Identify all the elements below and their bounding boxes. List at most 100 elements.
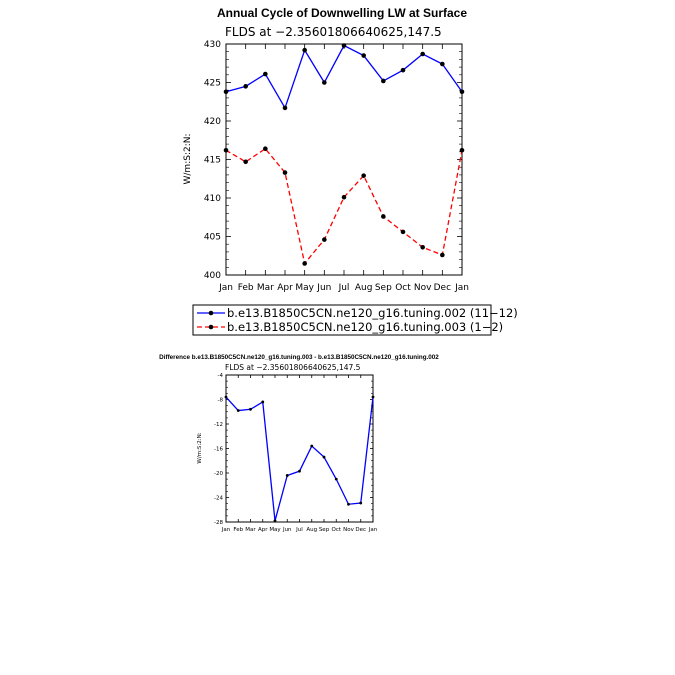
series-1-point — [459, 89, 465, 95]
x-tick-label: May — [269, 527, 281, 533]
x-tick-label: Aug — [306, 527, 317, 533]
x-tick-label: Feb — [238, 283, 254, 293]
series-2-point — [322, 237, 327, 242]
chart-2-plot-frame — [225, 374, 374, 523]
series-1-point — [341, 43, 347, 48]
chart-2-y-axis-label: W/m:S:2:N: — [197, 432, 203, 463]
x-tick-label: Apr — [258, 527, 268, 533]
series-1-point — [236, 409, 240, 412]
y-tick-label: 430 — [204, 40, 221, 50]
y-tick-label: -16 — [214, 446, 223, 452]
series-1-point — [223, 89, 229, 95]
x-tick-label: Dec — [355, 527, 366, 533]
chart-1: Annual Cycle of Downwelling LW at Surfac… — [183, 6, 518, 336]
series-1-point — [263, 71, 268, 77]
series-2-point — [381, 214, 386, 219]
series-1-point — [334, 477, 338, 481]
x-tick-label: Sep — [319, 527, 330, 533]
series-1-point — [440, 61, 445, 67]
x-tick-label: Jan — [454, 283, 469, 293]
x-tick-label: Jul — [295, 527, 303, 533]
series-2-point — [282, 170, 288, 175]
x-tick-label: Jan — [368, 527, 378, 533]
legend-marker-series-2 — [208, 324, 214, 330]
y-tick-label: 410 — [204, 194, 221, 204]
series-1-point — [249, 407, 252, 411]
series-2-point — [223, 147, 229, 153]
series-1-point — [243, 84, 248, 89]
series-2-point — [302, 261, 307, 266]
x-tick-label: Feb — [233, 527, 243, 533]
x-tick-label: Apr — [277, 283, 293, 293]
series-1-point — [282, 105, 288, 111]
series-line-2 — [225, 147, 463, 265]
x-tick-label: May — [295, 283, 314, 293]
series-1-point — [400, 67, 406, 73]
y-tick-label: -24 — [214, 495, 223, 501]
series-2-point — [440, 252, 445, 258]
y-tick-label: 415 — [204, 156, 221, 166]
series-1-point — [371, 395, 375, 399]
chart-1-plot-frame — [225, 43, 463, 276]
x-tick-label: Jan — [221, 527, 231, 533]
y-tick-label: 400 — [204, 271, 221, 281]
series-2-point — [420, 244, 425, 250]
x-tick-label: Sep — [375, 283, 392, 293]
x-tick-label: Oct — [395, 283, 411, 293]
series-1-point — [298, 469, 301, 473]
series-1-point — [302, 47, 307, 53]
x-tick-label: Aug — [355, 283, 373, 293]
chart-2: Difference b.e13.B1850C5CN.ne120_g16.tun… — [159, 354, 439, 533]
series-1-point — [420, 51, 425, 57]
series-1-point — [361, 53, 366, 58]
series-2-point — [341, 194, 347, 200]
series-1-point — [347, 502, 350, 506]
x-tick-label: Oct — [331, 527, 341, 533]
chart-2-series — [224, 395, 375, 523]
series-1-point — [285, 474, 289, 477]
y-tick-label: 425 — [204, 79, 221, 89]
chart-1-series — [223, 43, 465, 266]
y-tick-label: -20 — [214, 471, 223, 477]
y-tick-label: 405 — [204, 233, 221, 243]
chart-1-title: Annual Cycle of Downwelling LW at Surfac… — [217, 6, 467, 20]
chart-1-legend: b.e13.B1850C5CN.ne120_g16.tuning.002 (11… — [192, 304, 518, 336]
legend-label-series-1: b.e13.B1850C5CN.ne120_g16.tuning.002 (11… — [227, 306, 518, 320]
legend-marker-series-1 — [208, 310, 214, 316]
legend-box — [192, 304, 492, 336]
legend-label-series-2: b.e13.B1850C5CN.ne120_g16.tuning.003 (1−… — [227, 320, 503, 334]
chart-1-axes: Jan Feb Mar Apr May Jun Jul Aug Sep Oct Nov Dec Jan4… — [204, 40, 469, 293]
series-line-1 — [225, 44, 463, 110]
x-tick-label: Nov — [343, 527, 354, 533]
series-2-point — [459, 147, 465, 153]
series-1-point — [310, 444, 314, 448]
y-tick-label: -28 — [214, 520, 223, 526]
series-1-point — [359, 501, 363, 505]
chart-1-subtitle: FLDS at −2.35601806640625,147.5 — [225, 25, 442, 39]
series-1-point — [224, 395, 228, 399]
series-1-point — [273, 519, 277, 523]
series-2-point — [243, 159, 248, 165]
x-tick-label: Jan — [218, 283, 233, 293]
series-2-point — [400, 229, 406, 235]
chart-1-y-axis-label: W/m:S:2:N: — [183, 134, 193, 185]
x-tick-label: Mar — [245, 527, 256, 533]
series-1-point — [322, 80, 327, 85]
chart-2-subtitle: FLDS at −2.35601806640625,147.5 — [225, 363, 361, 372]
x-tick-label: Mar — [257, 283, 274, 293]
series-1-point — [381, 78, 386, 84]
x-tick-label: Jun — [316, 283, 331, 293]
y-tick-label: -4 — [218, 373, 224, 379]
series-line-1 — [225, 396, 374, 521]
series-1-point — [261, 400, 265, 404]
series-2-point — [263, 146, 268, 152]
x-tick-label: Jun — [282, 527, 292, 533]
x-tick-label: Dec — [434, 283, 451, 293]
series-1-point — [322, 455, 326, 459]
x-tick-label: Nov — [414, 283, 432, 293]
series-2-point — [361, 173, 366, 178]
x-tick-label: Jul — [338, 283, 350, 293]
chart-2-title: Difference b.e13.B1850C5CN.ne120_g16.tun… — [159, 354, 439, 361]
chart-2-axes: Jan Feb Mar Apr May Jun Jul Aug Sep Oct Nov Dec Jan-… — [214, 373, 378, 533]
